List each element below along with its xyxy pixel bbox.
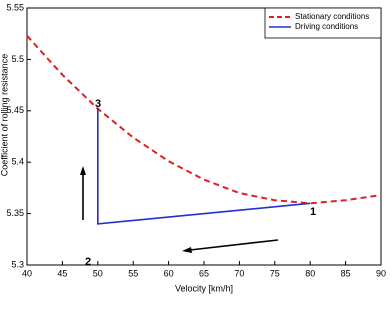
arrows xyxy=(80,166,279,253)
y-tick-label: 5.45 xyxy=(6,105,24,115)
annotation: 3 xyxy=(95,98,101,110)
annotation: 1 xyxy=(310,206,316,218)
x-tick-label: 70 xyxy=(234,268,244,278)
x-tick-label: 50 xyxy=(93,268,103,278)
legend-label: Driving conditions xyxy=(295,22,358,31)
y-axis-label: Coefficient of rolling resistance xyxy=(0,54,9,176)
x-tick-label: 45 xyxy=(57,268,67,278)
y-tick-label: 5.3 xyxy=(11,259,24,269)
x-tick-label: 55 xyxy=(128,268,138,278)
x-tick-label: 60 xyxy=(164,268,174,278)
plot-frame xyxy=(26,7,382,266)
x-tick-label: 75 xyxy=(270,268,280,278)
x-tick-label: 85 xyxy=(341,268,351,278)
series-line xyxy=(97,107,311,225)
y-tick-label: 5.4 xyxy=(11,157,24,167)
x-axis-label: Velocity [km/h] xyxy=(175,283,233,293)
annotation: 2 xyxy=(85,256,91,268)
x-tick-label: 40 xyxy=(22,268,32,278)
x-tick-label: 90 xyxy=(376,268,386,278)
x-tick-label: 80 xyxy=(305,268,315,278)
legend-label: Stationary conditions xyxy=(295,12,369,21)
y-tick-label: 5.35 xyxy=(6,208,24,218)
legend-box xyxy=(264,7,382,39)
x-tick-label: 65 xyxy=(199,268,209,278)
series-line xyxy=(26,35,382,205)
y-tick-label: 5.55 xyxy=(6,2,24,12)
y-tick-label: 5.5 xyxy=(11,54,24,64)
